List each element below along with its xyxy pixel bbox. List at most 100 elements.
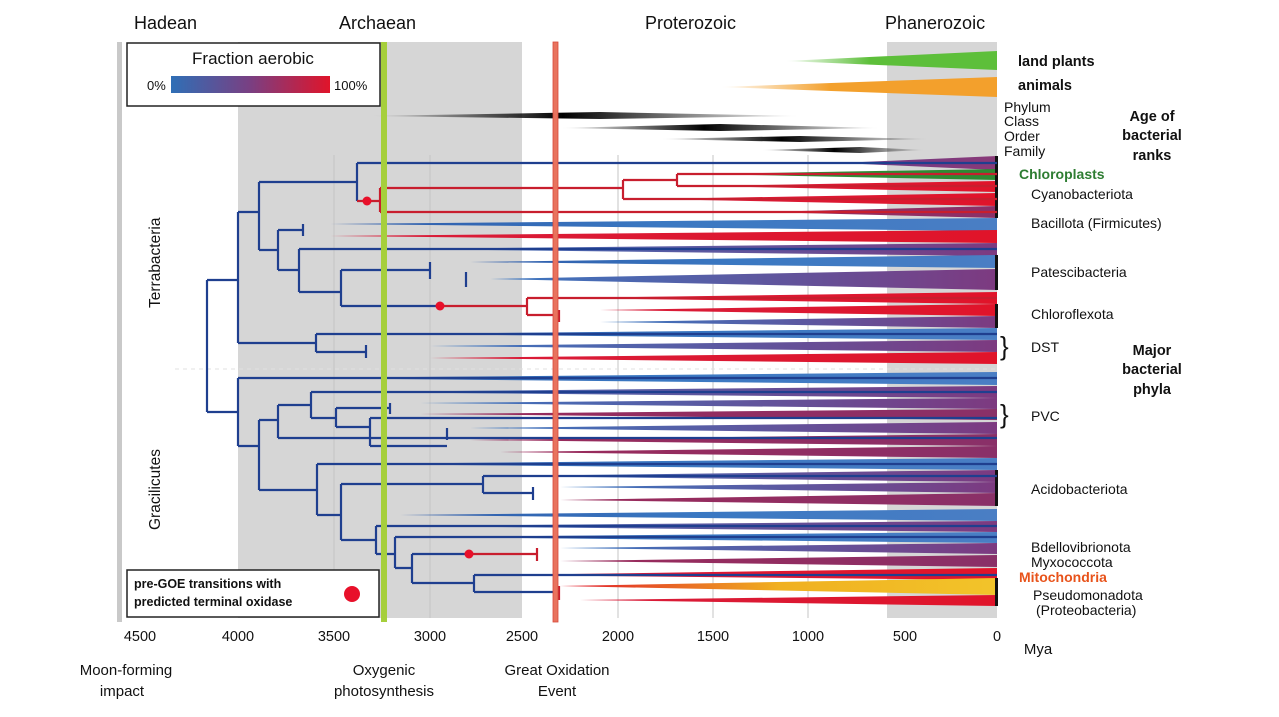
legend-gradient-bar	[171, 76, 330, 93]
clade-wedge	[470, 434, 997, 446]
rank-bars	[368, 112, 930, 153]
rank-family: Family	[1004, 143, 1045, 159]
terrabacteria-label: Terrabacteria	[147, 217, 164, 308]
pre-goe-legend: pre-GOE transitions with predicted termi…	[126, 569, 380, 618]
clade-wedge	[560, 493, 997, 506]
goe-label-2: Event	[538, 683, 577, 700]
clade-wedge	[490, 269, 997, 290]
tick-label: 1500	[697, 629, 729, 645]
dst-brace: }	[1000, 331, 1009, 361]
axis-unit: Mya	[1024, 641, 1053, 658]
svg-text:phyla: phyla	[1133, 382, 1172, 398]
tick-label: 2500	[506, 629, 538, 645]
gracilicutes-label: Gracilicutes	[147, 449, 164, 530]
clade-wedge	[560, 555, 997, 567]
svg-text:ranks: ranks	[1133, 148, 1172, 164]
clade-bracket	[995, 304, 998, 328]
clade-bracket	[995, 255, 998, 290]
clade-wedge	[560, 578, 997, 595]
clade-wedge	[330, 230, 997, 243]
grid-lines	[333, 155, 809, 618]
land-plants-wedge	[785, 51, 997, 70]
svg-text:bacterial: bacterial	[1122, 128, 1182, 144]
tick-label: 4000	[222, 629, 254, 645]
transition-markers	[362, 196, 474, 559]
tick-label: 0	[993, 629, 1001, 645]
moon-impact-line	[117, 42, 122, 622]
animals-wedge	[720, 77, 997, 97]
bdellovibrionota-label: Bdellovibrionota	[1031, 539, 1131, 555]
transition-dot	[435, 301, 445, 311]
rank-order: Order	[1004, 128, 1040, 144]
moon-impact-label-2: impact	[100, 683, 145, 700]
clade-wedge	[470, 255, 997, 268]
clade-wedge	[600, 316, 997, 328]
tick-label: 3500	[318, 629, 350, 645]
tick-label: 3000	[414, 629, 446, 645]
pseudomonadota-label: Pseudomonadota	[1033, 587, 1143, 603]
pvc-brace: }	[1000, 399, 1009, 429]
oxygenic-label-1: Oxygenic	[353, 662, 416, 679]
era-hadean: Hadean	[134, 13, 197, 33]
clade-wedge	[470, 422, 997, 434]
chloroflexota-label: Chloroflexota	[1031, 306, 1114, 322]
cyanobacteriota-label: Cyanobacteriota	[1031, 186, 1133, 202]
svg-text:bacterial: bacterial	[1122, 362, 1182, 378]
proteobacteria-label: (Proteobacteria)	[1036, 602, 1136, 618]
clade-wedge	[560, 543, 997, 554]
oxygenic-photosynthesis-line	[381, 42, 387, 622]
clade-bracket	[995, 578, 998, 606]
clade-wedge	[430, 340, 997, 352]
tick-label: 2000	[602, 629, 634, 645]
clade-wedge	[500, 446, 997, 458]
clade-bracket	[995, 470, 998, 506]
rank-class: Class	[1004, 113, 1039, 129]
tick-label: 500	[893, 629, 917, 645]
oxygenic-label-2: photosynthesis	[334, 683, 434, 700]
rank-phylum: Phylum	[1004, 99, 1051, 115]
age-of-ranks-title: Age of bacterial ranks	[1122, 109, 1182, 164]
x-axis-ticks: 4500 4000 3500 3000 2500 2000 1500 1000 500 0	[124, 629, 1001, 645]
pre-goe-legend-line2: predicted terminal oxidase	[134, 595, 292, 609]
archaean-shade	[238, 42, 522, 618]
major-phyla-title: Major bacterial phyla	[1122, 343, 1182, 398]
transition-dot	[362, 196, 372, 206]
chloroplasts-label: Chloroplasts	[1019, 166, 1105, 182]
tick-label: 1000	[792, 629, 824, 645]
rank-labels: Phylum Class Order Family	[1004, 99, 1051, 159]
animals-label: animals	[1018, 78, 1072, 94]
moon-impact-label-1: Moon-forming	[80, 662, 173, 679]
era-archaean: Archaean	[339, 13, 416, 33]
clade-wedge	[330, 218, 997, 231]
clade-wedge	[400, 509, 997, 521]
clade-wedge	[560, 482, 997, 493]
goe-label-1: Great Oxidation	[504, 662, 609, 679]
event-labels: Moon-forming impact Oxygenic photosynthe…	[80, 662, 610, 700]
era-labels: Hadean Archaean Proterozoic Phanerozoic	[134, 13, 985, 33]
tree-branches	[175, 161, 997, 600]
land-plants-label: land plants	[1018, 54, 1095, 70]
pre-goe-legend-dot	[344, 586, 360, 602]
tick-label: 4500	[124, 629, 156, 645]
acidobacteriota-label: Acidobacteriota	[1031, 481, 1128, 497]
svg-text:Age of: Age of	[1129, 109, 1174, 125]
clade-wedge	[430, 352, 997, 364]
phylum-labels: Chloroplasts Cyanobacteriota Bacillota (…	[1019, 166, 1162, 618]
legend-min: 0%	[147, 78, 166, 93]
myxococcota-label: Myxococcota	[1031, 554, 1113, 570]
transition-dot	[464, 549, 474, 559]
svg-text:Major: Major	[1133, 343, 1172, 359]
legend-title: Fraction aerobic	[192, 49, 314, 68]
clade-wedge	[600, 304, 997, 316]
fraction-aerobic-legend: Fraction aerobic 0% 100%	[126, 42, 381, 107]
clade-wedge	[580, 595, 997, 606]
era-proterozoic: Proterozoic	[645, 13, 736, 33]
era-phanerozoic: Phanerozoic	[885, 13, 985, 33]
clade-wedge	[420, 398, 997, 409]
great-oxidation-event-line	[552, 41, 559, 623]
dst-label: DST	[1031, 339, 1059, 355]
legend-max: 100%	[334, 78, 368, 93]
bacillota-label: Bacillota (Firmicutes)	[1031, 215, 1162, 231]
pre-goe-legend-line1: pre-GOE transitions with	[134, 577, 281, 591]
